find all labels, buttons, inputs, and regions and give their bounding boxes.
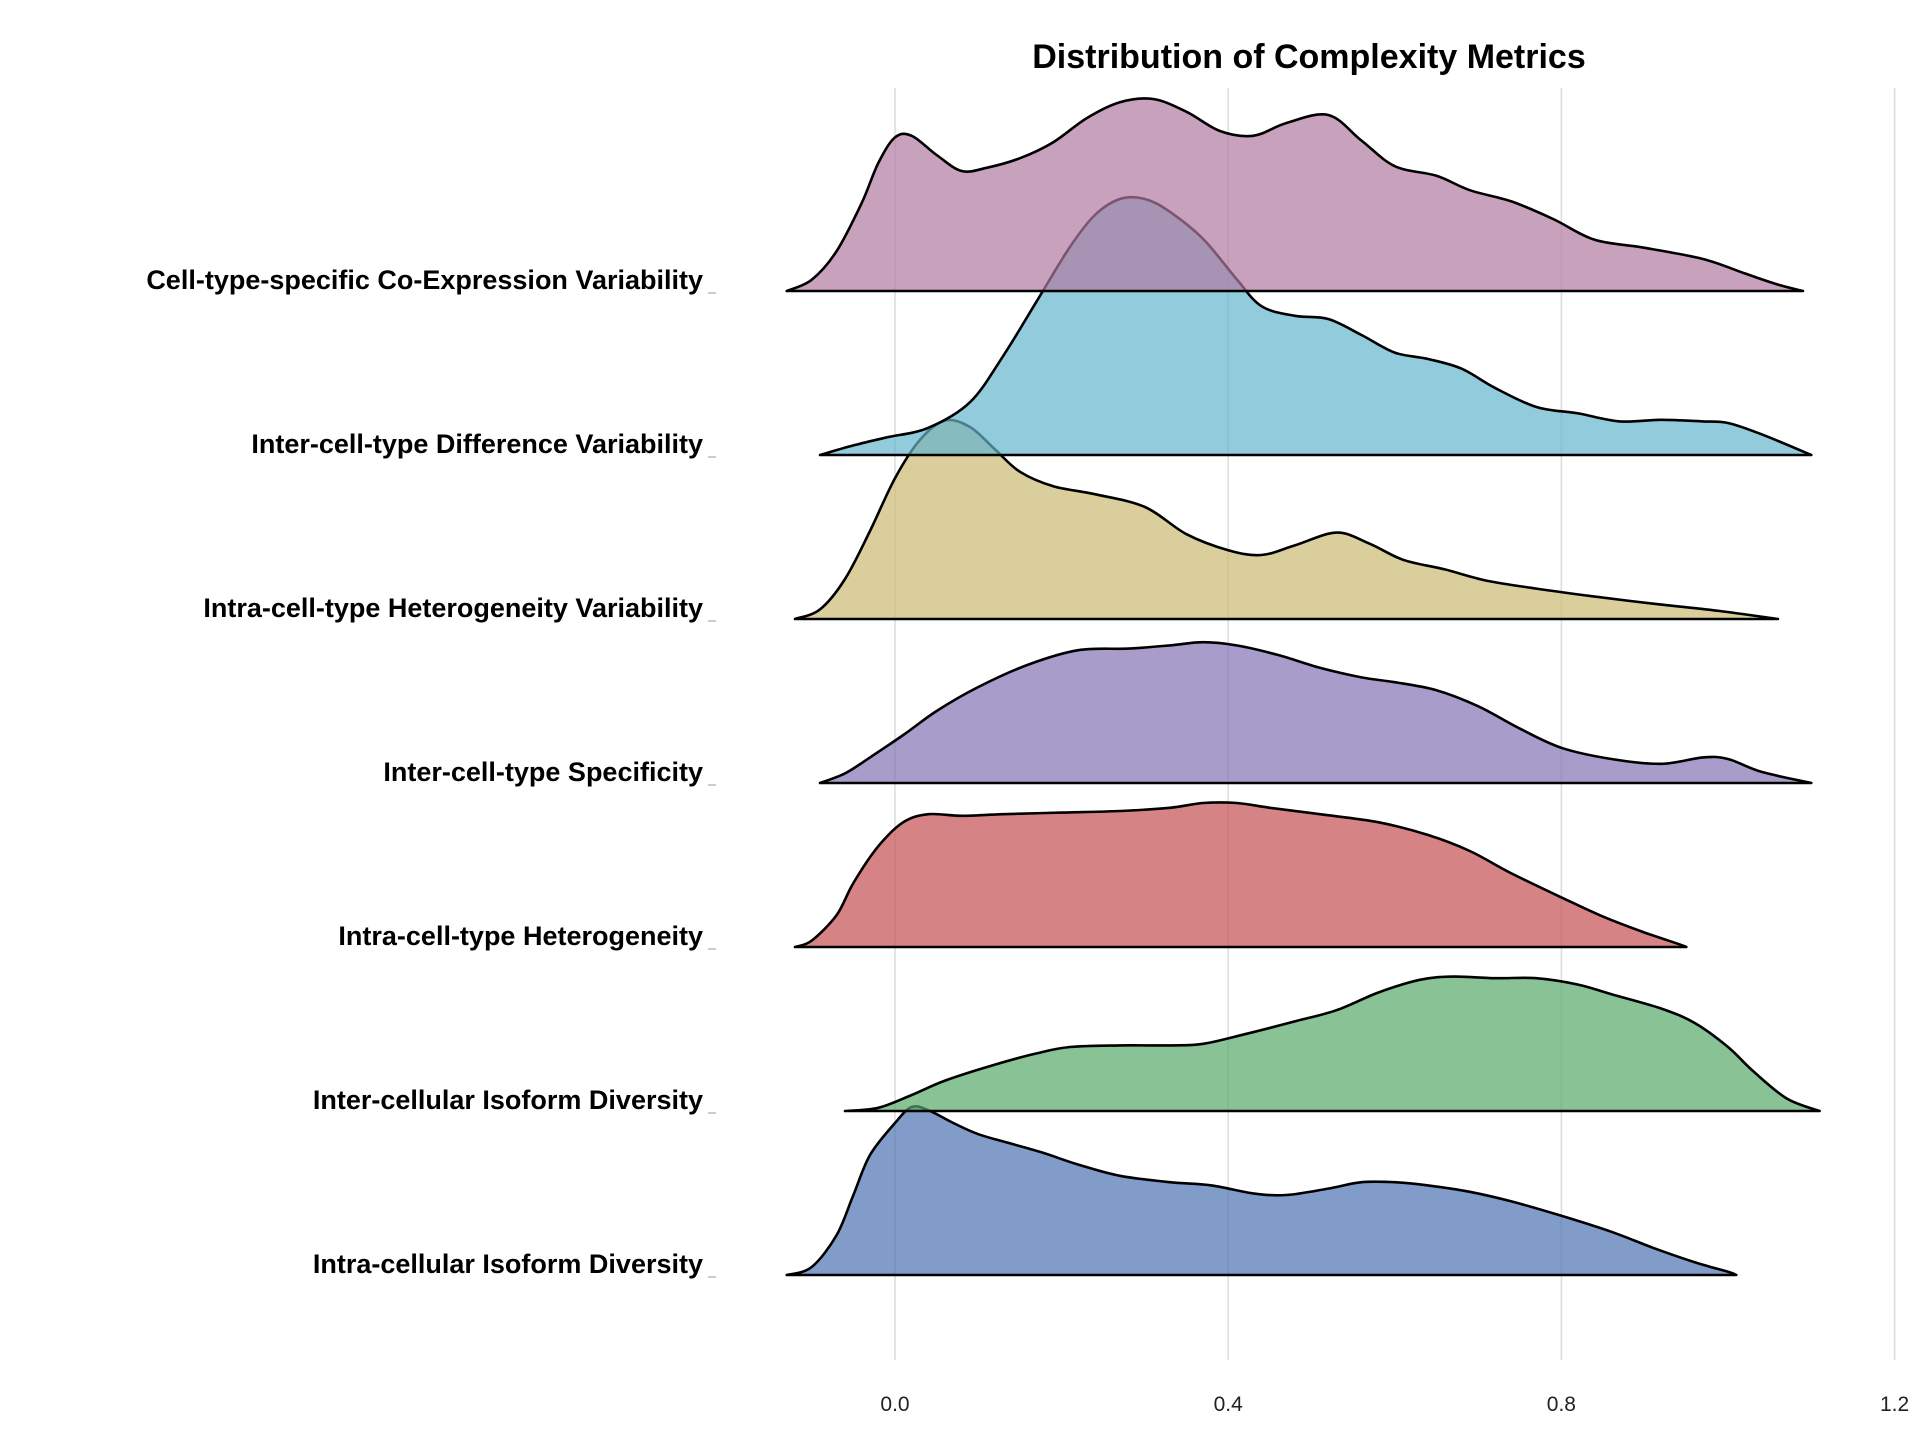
y-axis-label: Inter-cell-type Specificity	[383, 757, 703, 787]
x-tick-label: 0.4	[1214, 1393, 1244, 1416]
chart-title: Distribution of Complexity Metrics	[1032, 38, 1586, 76]
y-axis-label: Cell-type-specific Co-Expression Variabi…	[146, 265, 703, 295]
ridge-intra-cell-type-heterogeneity	[793, 801, 1688, 949]
ridge-cell-type-specific-co-expression-variability	[785, 97, 1805, 293]
y-axis-label: Intra-cell-type Heterogeneity	[338, 921, 703, 951]
x-tick-label: 0.8	[1547, 1393, 1576, 1416]
y-axis-labels: Intra-cellular Isoform Diversity Inter-ce…	[146, 265, 716, 1279]
ridge-inter-cell-type-specificity	[818, 640, 1813, 785]
x-tick-label: 1.2	[1880, 1393, 1909, 1416]
y-axis-label: Inter-cellular Isoform Diversity	[313, 1085, 703, 1115]
ridge-intra-cellular-isoform-diversity	[785, 1104, 1738, 1277]
x-axis-ticks: 0.0 0.4 0.8 1.2	[880, 1393, 1909, 1416]
y-axis-label: Inter-cell-type Difference Variability	[251, 429, 703, 459]
y-axis-label: Intra-cell-type Heterogeneity Variabilit…	[203, 593, 703, 623]
ridges	[785, 97, 1821, 1277]
ridge-intra-cell-type-heterogeneity-variability	[793, 418, 1780, 621]
ridge-inter-cellular-isoform-diversity	[843, 975, 1821, 1113]
x-tick-label: 0.0	[880, 1393, 909, 1416]
y-axis-label: Intra-cellular Isoform Diversity	[313, 1249, 703, 1279]
